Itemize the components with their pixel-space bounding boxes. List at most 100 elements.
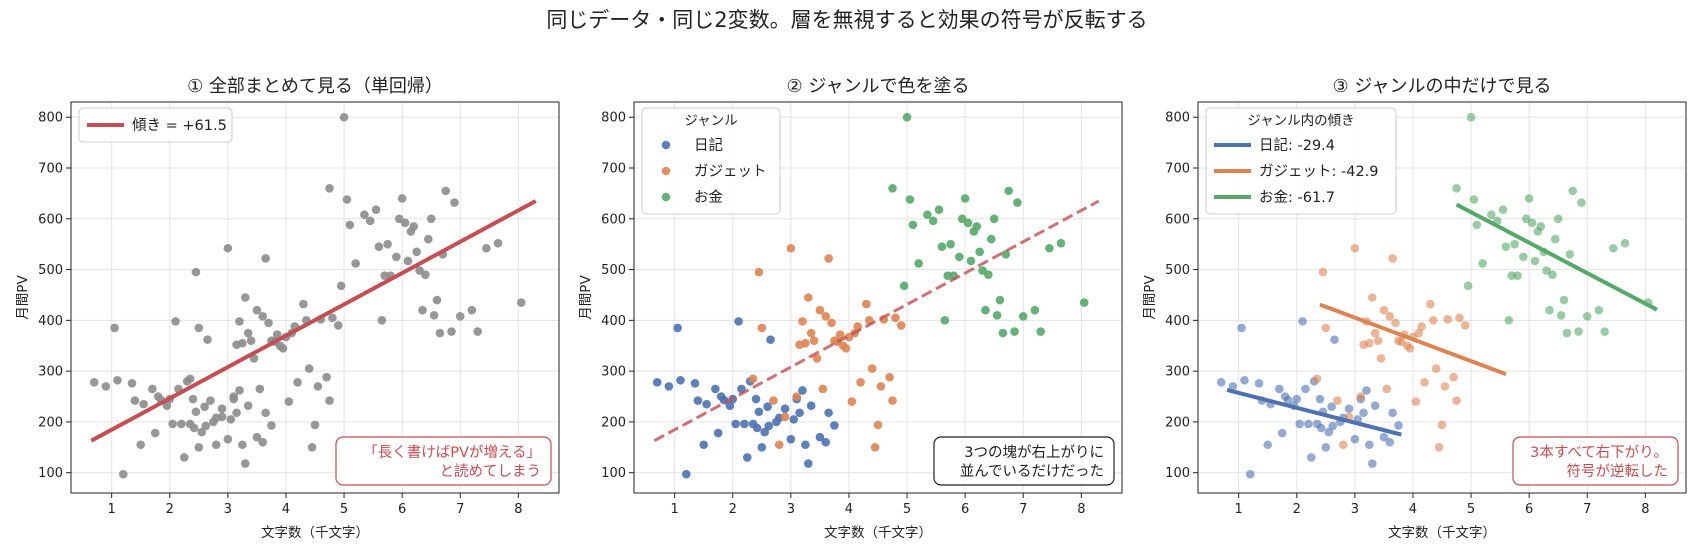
- data-point: [798, 386, 807, 395]
- data-point: [1312, 374, 1322, 384]
- data-point: [252, 305, 262, 315]
- data-point: [1362, 386, 1371, 395]
- data-point: [447, 327, 456, 336]
- data-point: [1548, 270, 1557, 279]
- data-point: [1344, 404, 1354, 414]
- y-tick-label: 100: [38, 466, 63, 481]
- y-tick-label: 700: [38, 162, 63, 177]
- data-point: [342, 195, 352, 204]
- data-point: [1385, 311, 1395, 321]
- data-point: [702, 399, 711, 409]
- data-point: [1001, 250, 1011, 259]
- data-point: [1350, 434, 1360, 444]
- data-point: [780, 404, 790, 414]
- data-point: [200, 402, 209, 411]
- y-tick-label: 800: [38, 111, 63, 126]
- annotation-line: 3つの塊が右上がりに: [964, 444, 1104, 461]
- data-point: [896, 321, 906, 330]
- data-point: [191, 267, 201, 277]
- data-point: [1498, 205, 1508, 214]
- data-point: [998, 328, 1008, 338]
- data-point: [325, 184, 334, 193]
- pooled-fit-line-dashed: [653, 199, 1100, 443]
- data-point: [734, 317, 743, 326]
- data-point: [310, 420, 320, 430]
- data-point: [1018, 311, 1028, 321]
- data-point: [423, 234, 433, 244]
- data-point: [1536, 222, 1546, 231]
- x-tick-label: 4: [282, 502, 290, 517]
- data-point: [1338, 440, 1348, 450]
- data-point: [313, 382, 323, 391]
- data-point: [1240, 375, 1249, 385]
- data-point: [1004, 186, 1014, 196]
- data-point: [1370, 328, 1380, 338]
- data-point: [516, 298, 526, 307]
- data-point: [986, 234, 996, 244]
- y-tick-label: 400: [601, 314, 626, 329]
- data-point: [360, 210, 369, 220]
- panel-2: ② ジャンルで色を塗る 1 2 3 4 5 6 7 8 100 200 300 400 500 600 700…: [578, 75, 1123, 541]
- data-point: [304, 364, 314, 373]
- data-point: [1321, 323, 1331, 333]
- data-point: [664, 382, 674, 391]
- data-point: [206, 396, 215, 405]
- data-point: [1452, 396, 1461, 405]
- data-point: [908, 220, 918, 230]
- data-point: [972, 222, 982, 231]
- data-point: [673, 323, 682, 333]
- y-tick-label: 700: [1165, 162, 1190, 177]
- data-point: [1327, 402, 1336, 411]
- x-axis-label: 文字数（千文字）: [1388, 525, 1496, 541]
- data-point: [1434, 442, 1444, 452]
- data-point: [966, 256, 976, 266]
- y-tick-label: 400: [38, 314, 63, 329]
- data-point: [1315, 394, 1325, 404]
- data-point: [1524, 194, 1534, 203]
- data-point: [418, 305, 427, 315]
- data-point: [1577, 198, 1586, 207]
- data-point: [113, 375, 122, 385]
- data-point: [1306, 453, 1316, 462]
- data-point: [992, 310, 1002, 320]
- data-point: [835, 330, 845, 339]
- data-point: [1440, 382, 1450, 391]
- data-point: [365, 216, 375, 226]
- data-point: [815, 305, 825, 315]
- data-point: [1431, 364, 1441, 373]
- data-point: [1388, 254, 1397, 263]
- data-point: [235, 317, 244, 326]
- legend-label: 日記: -29.4: [1259, 137, 1335, 154]
- data-point: [235, 386, 244, 395]
- data-point: [1328, 421, 1338, 431]
- annotation-box: [933, 436, 1115, 486]
- data-point: [264, 318, 273, 328]
- data-point: [1562, 328, 1572, 338]
- data-point: [1356, 392, 1365, 401]
- data-point: [809, 336, 819, 345]
- data-point: [1574, 327, 1583, 336]
- data-point: [764, 421, 774, 431]
- data-point: [217, 412, 227, 422]
- data-point: [815, 432, 825, 442]
- x-tick-label: 8: [514, 502, 522, 517]
- data-point: [786, 434, 796, 444]
- data-point: [1382, 384, 1392, 394]
- legend-label: お金: [694, 189, 723, 206]
- data-point: [238, 338, 247, 348]
- panel-title: ① 全部まとめて見る（単回帰）: [187, 76, 443, 97]
- data-point: [203, 335, 212, 344]
- data-point: [139, 399, 148, 409]
- data-point: [188, 394, 198, 404]
- panel-3: ③ ジャンルの中だけで見る 1 2 3 4 5 6 7 8 100 200 300 400 500 600 7…: [1142, 76, 1687, 541]
- legend-label: ガジェット: -42.9: [1259, 163, 1379, 180]
- data-point: [1487, 210, 1496, 220]
- data-point: [681, 469, 691, 479]
- data-point: [1333, 396, 1342, 405]
- data-point: [830, 421, 839, 430]
- data-point: [403, 256, 413, 266]
- data-point: [1620, 238, 1630, 248]
- legend-title: ジャンル内の傾き: [1247, 113, 1354, 129]
- data-point: [821, 437, 831, 447]
- data-point: [150, 428, 160, 438]
